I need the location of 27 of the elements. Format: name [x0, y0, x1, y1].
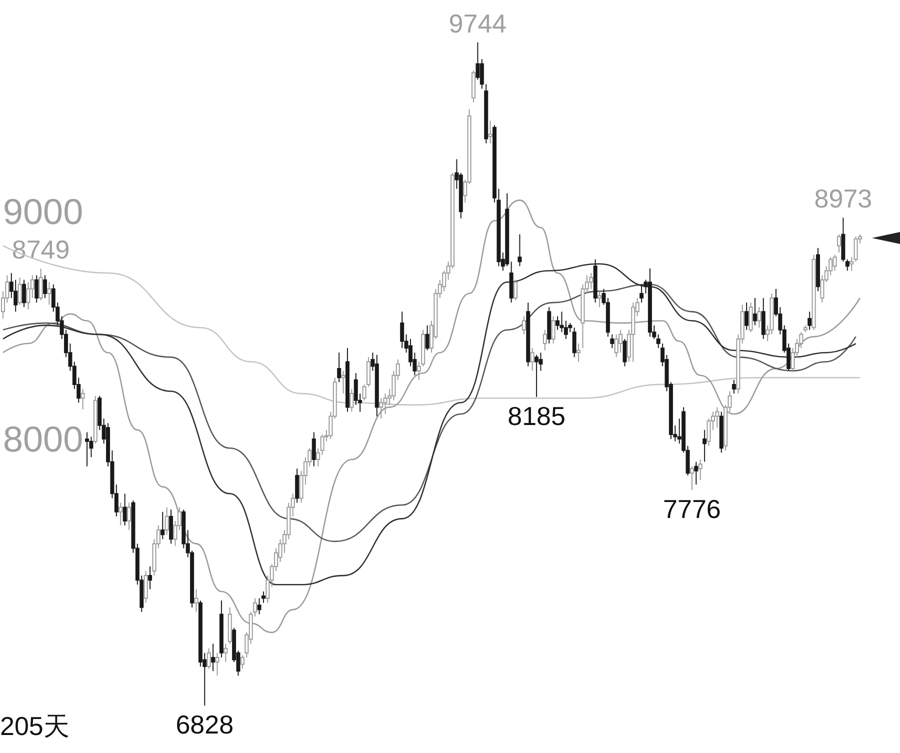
- candlestick: [702, 429, 707, 462]
- candlestick: [295, 468, 300, 504]
- candlestick: [26, 282, 30, 310]
- line-series: [2, 263, 856, 586]
- candlestick: [576, 343, 581, 362]
- candlestick: [85, 432, 90, 467]
- annotation: 205天: [0, 711, 70, 741]
- candlestick: [715, 406, 720, 428]
- annotation: 9744: [448, 8, 507, 38]
- annotation: 7776: [663, 494, 721, 524]
- candlestick: [345, 348, 350, 412]
- candlestick: [374, 354, 379, 417]
- annotation: 8749: [12, 234, 70, 265]
- line-series: [2, 284, 856, 542]
- candlestick: [47, 282, 52, 306]
- y-tick-label: 8000: [3, 418, 84, 460]
- y-tick-label: 9000: [3, 191, 84, 232]
- annotation: 6828: [176, 710, 234, 740]
- annotation: 8185: [508, 400, 566, 431]
- annotation: 8973: [814, 184, 872, 214]
- candlestick: [312, 432, 316, 467]
- candlestick: [194, 588, 198, 612]
- candlestick: [526, 302, 530, 367]
- candlestick: [148, 566, 152, 590]
- candlestick: [400, 311, 404, 349]
- candlestick: [488, 120, 492, 144]
- candlestick: [211, 643, 216, 672]
